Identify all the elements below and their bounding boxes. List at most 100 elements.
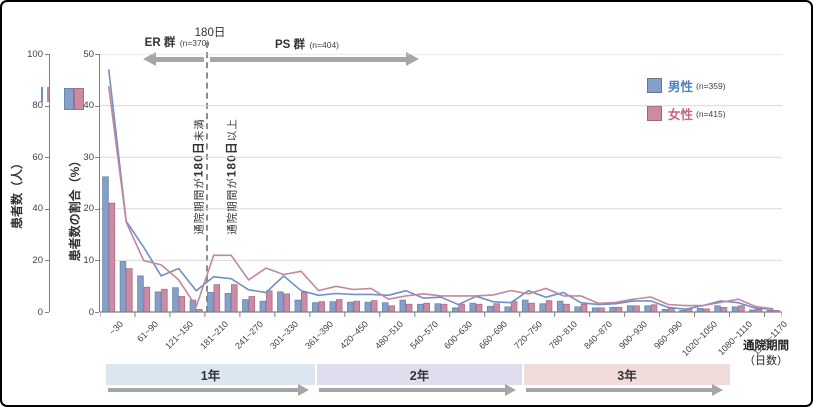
tick-label: 20	[32, 254, 43, 266]
bar-female	[266, 290, 273, 313]
year1-arrow-shaft	[108, 388, 298, 392]
bar-male	[224, 293, 232, 313]
female-line-swatch	[47, 87, 49, 102]
male-bar-swatch	[64, 88, 74, 110]
bar-male	[539, 303, 546, 313]
bar-female	[108, 202, 116, 313]
bar-male	[714, 305, 721, 313]
year2-arrow-icon	[505, 384, 516, 396]
tick-label: 40	[32, 203, 43, 215]
year3-arrow-shaft	[526, 388, 712, 392]
legend-item-female: 女性 (n=415)	[647, 104, 726, 123]
bar-male	[119, 261, 127, 313]
bar-male	[137, 275, 144, 313]
bar-female	[493, 303, 500, 313]
bar-female	[248, 296, 256, 313]
male-legend-label: 男性	[668, 80, 694, 94]
tick-label: 80	[32, 100, 43, 112]
bar-male	[644, 305, 651, 313]
bar-male	[364, 301, 372, 313]
bar-male	[399, 299, 407, 313]
bar-female	[143, 286, 151, 313]
bar-female	[580, 303, 588, 313]
tick-label: 20	[83, 203, 94, 215]
male-line-swatch	[41, 87, 43, 102]
bar-female	[510, 301, 518, 313]
er-group-label: ER 群 (n=370)	[144, 37, 210, 49]
year1-arrow-icon	[298, 384, 309, 396]
bar-male	[382, 302, 389, 313]
bar-female	[353, 300, 360, 313]
tick-mark	[45, 157, 49, 159]
count-axis-line	[49, 54, 50, 312]
bar-male	[207, 291, 214, 313]
female-legend-label: 女性	[668, 108, 694, 122]
line-male	[107, 69, 774, 310]
female-legend-swatch	[647, 106, 662, 121]
tick-mark	[95, 312, 99, 313]
tick-label: 100	[27, 48, 43, 60]
year2-arrow-shaft	[319, 388, 505, 392]
bar-male	[242, 299, 249, 313]
tick-mark	[45, 54, 49, 55]
bar-male	[102, 176, 109, 313]
tick-mark	[95, 260, 99, 262]
bar-male	[277, 291, 284, 313]
bar-female	[405, 303, 413, 313]
bar-female	[335, 299, 343, 313]
bar-female	[370, 300, 378, 313]
bar-male	[259, 300, 267, 313]
bar-female	[615, 306, 623, 313]
tick-label: 10	[83, 254, 94, 266]
bar-female	[598, 307, 605, 313]
tick-label: 50	[83, 48, 94, 60]
bar-female	[423, 302, 430, 313]
day180-label: 180日	[194, 27, 226, 39]
tick-mark	[95, 208, 99, 210]
day180-divider-line	[206, 42, 208, 312]
year-band-2: 2年	[317, 364, 522, 385]
bar-female	[738, 305, 745, 313]
tick-label: 0	[88, 306, 94, 318]
bar-male	[609, 306, 616, 313]
female-legend-n: (n=415)	[696, 108, 726, 119]
bar-male	[556, 300, 564, 313]
bar-female	[126, 268, 133, 313]
bar-male	[329, 301, 337, 313]
bar-male	[434, 303, 441, 313]
pct-axis-line	[99, 54, 100, 312]
bar-female	[650, 304, 658, 313]
bar-male	[347, 301, 354, 313]
bar-female	[475, 303, 483, 313]
bar-male	[591, 307, 599, 313]
year3-arrow-icon	[712, 384, 723, 396]
bar-male	[574, 306, 581, 313]
bar-female	[545, 300, 553, 313]
bar-male	[486, 305, 494, 313]
bar-female	[440, 303, 448, 313]
bar-female	[528, 302, 535, 313]
tick-mark	[45, 105, 49, 107]
count-axis-title: 患者数（人）	[10, 157, 24, 230]
bar-male	[469, 302, 476, 313]
bar-female	[161, 288, 168, 313]
bar-male	[731, 306, 739, 313]
bar-male	[521, 299, 529, 313]
bar-male	[294, 299, 302, 313]
line-female	[107, 85, 774, 310]
tick-mark	[95, 157, 99, 159]
bar-female	[388, 305, 395, 313]
x-axis-title: 通院期間 （日数）	[743, 340, 789, 367]
bar-female	[213, 284, 221, 313]
bar-female	[720, 306, 728, 313]
tick-mark	[45, 312, 49, 313]
bar-male	[504, 306, 511, 313]
bar-female	[301, 291, 308, 313]
year-band-1: 1年	[106, 364, 315, 385]
bar-female	[231, 284, 238, 313]
bar-female	[563, 303, 570, 313]
chart-plot	[100, 54, 782, 317]
year-band-3: 3年	[524, 364, 730, 385]
bar-female	[458, 303, 465, 313]
